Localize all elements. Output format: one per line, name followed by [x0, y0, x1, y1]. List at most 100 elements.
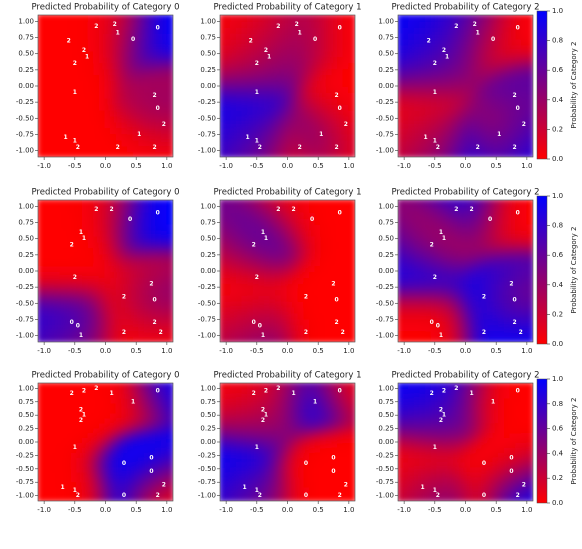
point-label: 2: [522, 121, 526, 128]
heat-cell: [526, 85, 533, 93]
heat-cell: [38, 311, 45, 320]
heat-cell: [337, 335, 345, 342]
x-tick-label: 0.5: [131, 506, 142, 514]
heat-cell: [98, 222, 107, 231]
heat-cell: [258, 55, 266, 64]
point-label: 2: [70, 390, 74, 397]
heat-cell: [143, 485, 152, 493]
heat-cell: [93, 252, 101, 261]
heat-cell: [87, 465, 96, 473]
heat-cell: [309, 455, 317, 463]
heat-cell: [247, 85, 255, 93]
heat-cell: [143, 43, 152, 52]
point-label: 2: [304, 293, 308, 300]
point-label: 0: [512, 297, 516, 304]
heat-cell: [286, 114, 295, 123]
heat-cell: [269, 108, 278, 117]
heat-cell: [224, 426, 233, 434]
heat-cell: [275, 25, 283, 34]
heat-cell: [224, 455, 233, 463]
heat-cell: [464, 49, 473, 58]
heat-cell: [98, 470, 107, 478]
heat-cell: [149, 49, 158, 58]
heat-cell: [252, 431, 261, 439]
heat-cell: [87, 200, 96, 207]
heat-cell: [320, 383, 328, 389]
heat-cell: [303, 120, 311, 129]
heat-cell: [53, 31, 62, 40]
heat-cell: [292, 126, 300, 135]
heat-cell: [342, 305, 351, 314]
heat-cell: [297, 216, 306, 225]
heat-cell: [166, 305, 173, 314]
heat-cell: [224, 441, 233, 448]
heat-cell: [331, 85, 340, 93]
heat-cell: [230, 55, 238, 64]
heat-cell: [38, 246, 45, 255]
heat-cell: [252, 460, 261, 468]
heat-cell: [320, 293, 328, 302]
heat-cell: [247, 216, 255, 225]
heat-cell: [408, 264, 416, 272]
heat-cell: [110, 252, 118, 261]
heat-cell: [115, 441, 124, 448]
heat-cell: [280, 120, 289, 129]
heat-cell: [149, 126, 158, 135]
heat-cell: [121, 441, 129, 448]
heat-cell: [320, 416, 328, 424]
point-label: 2: [122, 293, 126, 300]
heat-cell: [408, 323, 416, 332]
heat-cell: [314, 228, 323, 237]
heat-cell: [408, 329, 416, 338]
heat-cell: [65, 305, 73, 314]
heat-cell: [70, 460, 79, 468]
heat-cell: [269, 455, 278, 463]
heat-cell: [48, 204, 56, 213]
heat-cell: [269, 204, 278, 213]
heat-cell: [458, 305, 467, 314]
heat-cell: [331, 426, 340, 434]
heat-cell: [247, 102, 255, 111]
heat-cell: [487, 281, 495, 290]
heat-cell: [447, 311, 456, 320]
heat-cell: [320, 73, 328, 82]
heat-cell: [38, 240, 45, 249]
heat-cell: [38, 305, 45, 314]
heat-cell: [303, 411, 311, 419]
heat-cell: [458, 120, 467, 129]
heat-cell: [241, 431, 250, 439]
heat-cell: [303, 210, 311, 219]
heat-cell: [337, 43, 345, 52]
heat-cell: [70, 299, 79, 308]
heat-cell: [492, 246, 501, 255]
heat-cell: [325, 293, 334, 302]
heat-cell: [42, 293, 51, 302]
heat-cell: [155, 281, 163, 290]
heat-cell: [42, 495, 51, 501]
heat-cell: [515, 210, 523, 219]
heat-cell: [331, 126, 340, 135]
x-tick-label: 0.0: [100, 347, 111, 355]
heat-cell: [224, 108, 233, 117]
heat-cell: [342, 90, 351, 99]
heat-cell: [314, 31, 323, 40]
heat-cell: [402, 67, 411, 76]
heat-cell: [314, 335, 323, 342]
heat-cell: [110, 85, 118, 93]
heat-cell: [309, 31, 317, 40]
heat-cell: [325, 406, 334, 414]
heat-cell: [155, 270, 163, 278]
heat-cell: [149, 495, 158, 501]
heat-cell: [342, 335, 351, 342]
heat-cell: [155, 406, 163, 414]
heat-cell: [241, 436, 250, 443]
heat-cell: [269, 210, 278, 219]
heat-cell: [447, 15, 456, 22]
heat-cell: [98, 441, 107, 448]
heat-cell: [425, 311, 433, 320]
heat-cell: [138, 317, 146, 326]
heat-cell: [419, 126, 428, 135]
heat-cell: [503, 15, 512, 22]
heat-cell: [166, 204, 173, 213]
heat-cell: [487, 150, 495, 157]
